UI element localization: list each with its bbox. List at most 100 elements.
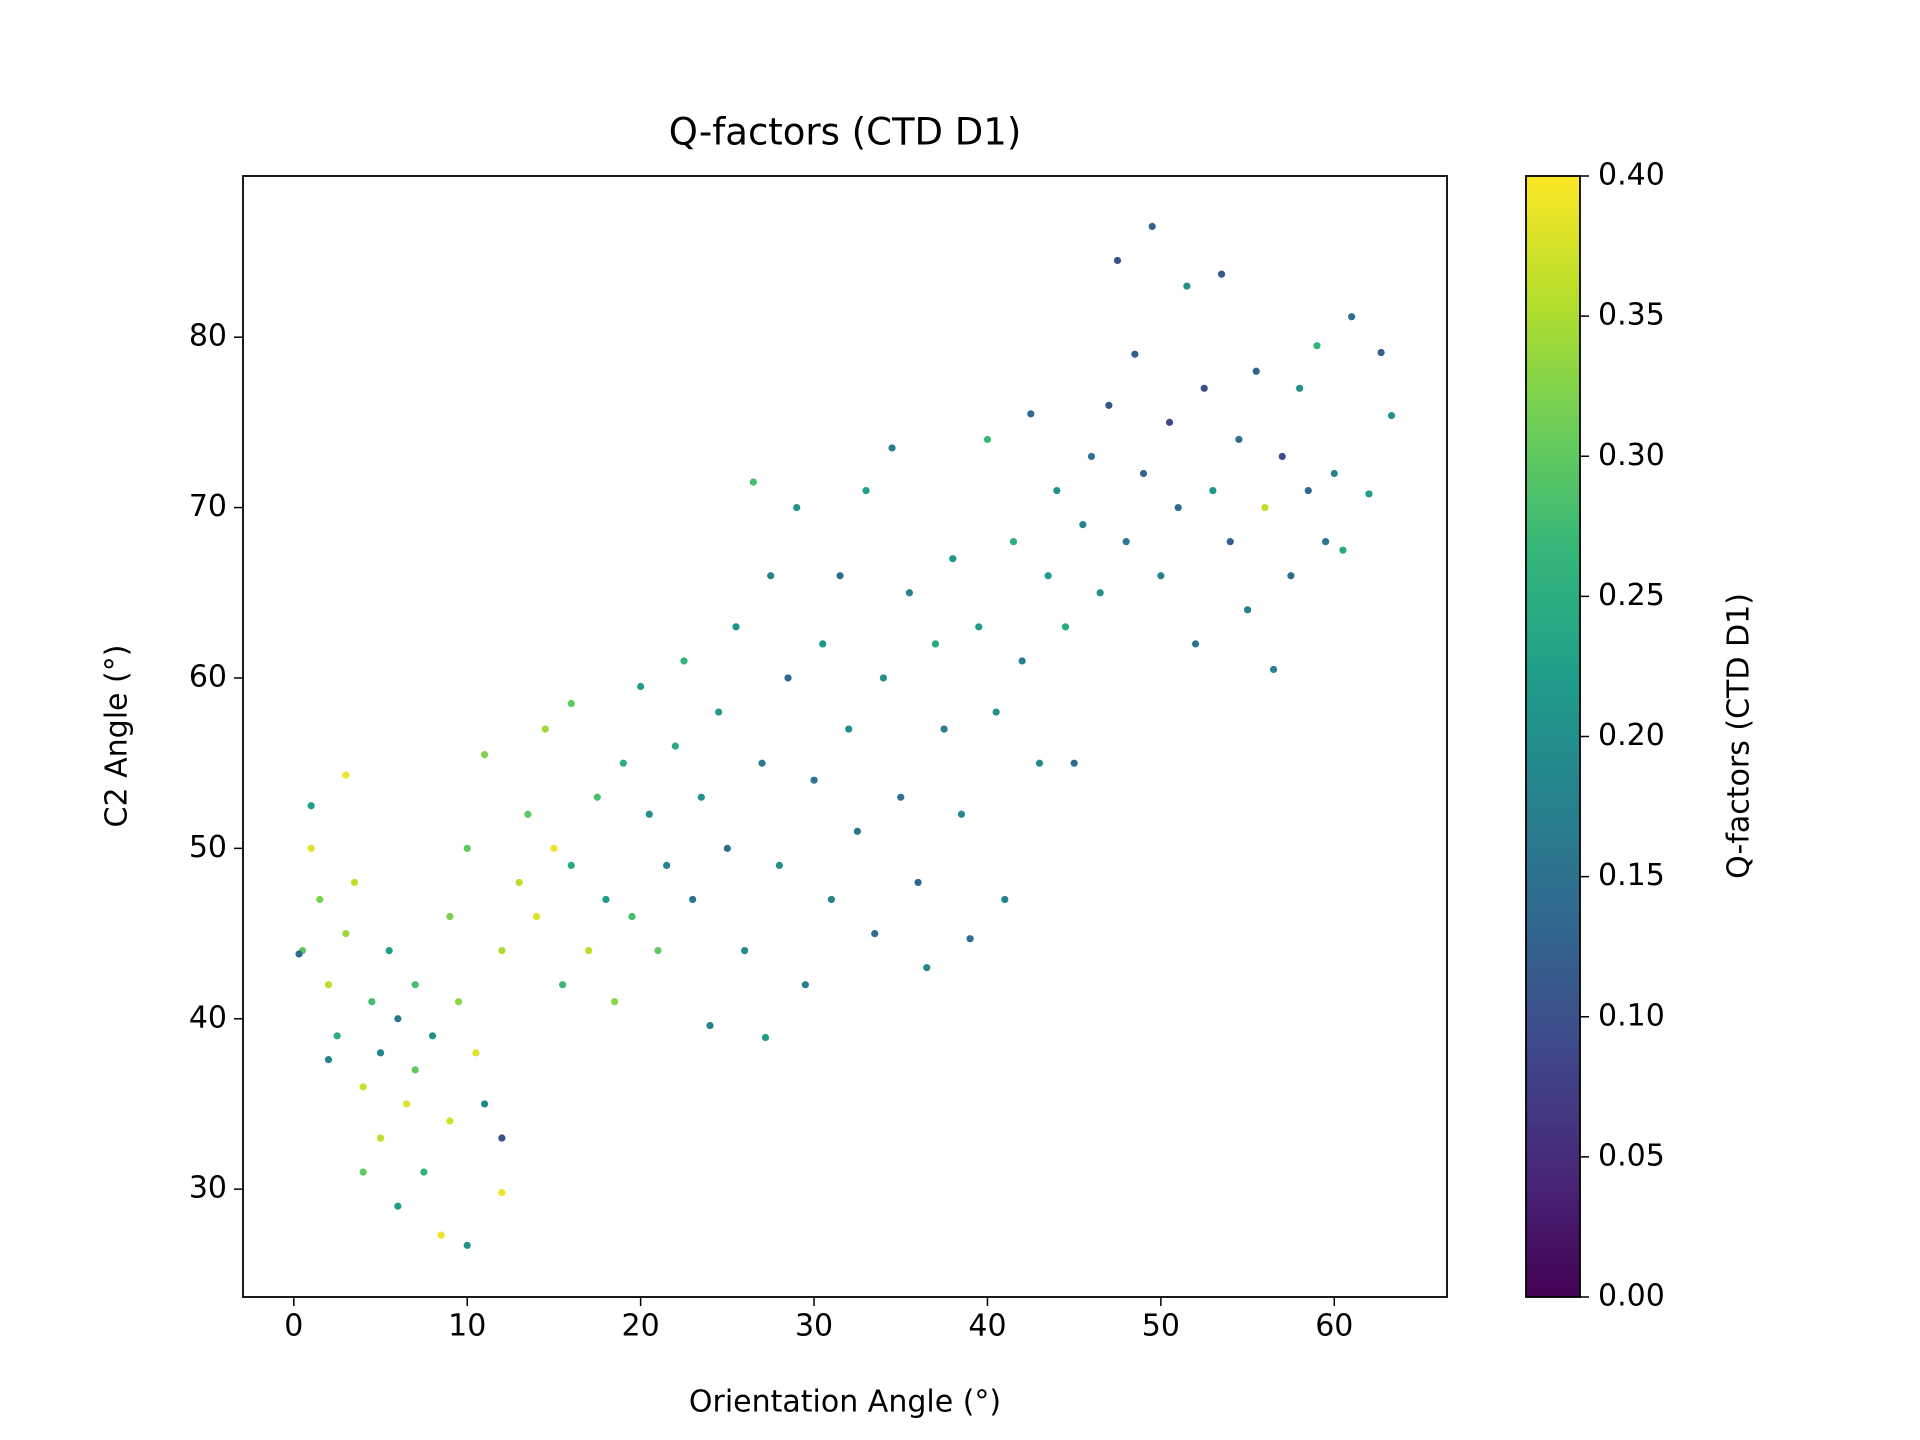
scatter-point [758, 759, 766, 767]
scatter-point [1269, 665, 1278, 674]
x-tick-label: 20 [622, 1309, 660, 1344]
scatter-point [723, 844, 731, 852]
scatter-point [784, 674, 792, 682]
y-tick-label: 60 [189, 659, 227, 694]
scatter-point [1027, 410, 1035, 418]
colorbar-tick-label: 0.35 [1598, 298, 1665, 333]
scatter-point [463, 1241, 471, 1249]
scatter-point [446, 912, 454, 921]
scatter-point [654, 946, 662, 955]
scatter-point [1278, 452, 1286, 461]
colorbar [1525, 175, 1581, 1298]
scatter-point [793, 503, 801, 512]
y-tick-label: 70 [189, 489, 227, 524]
scatter-point [619, 759, 627, 767]
scatter-point [983, 435, 992, 444]
scatter-point [957, 810, 966, 818]
plot-frame [242, 175, 1448, 1298]
scatter-point [295, 950, 303, 958]
scatter-point [862, 486, 870, 495]
scatter-point [1148, 222, 1156, 231]
scatter-point [1079, 521, 1087, 529]
chart-title: Q-factors (CTD D1) [669, 111, 1022, 154]
scatter-point [827, 895, 835, 904]
scatter-point [845, 725, 853, 733]
scatter-point [741, 946, 749, 955]
scatter-point [316, 895, 324, 904]
y-tick-label: 30 [189, 1171, 227, 1206]
scatter-point [324, 981, 333, 989]
scatter-point [1235, 435, 1243, 444]
scatter-point [376, 1134, 385, 1142]
scatter-point [585, 946, 593, 955]
colorbar-tick-label: 0.30 [1598, 438, 1665, 473]
scatter-point [810, 776, 818, 784]
scatter-point [1018, 657, 1026, 665]
scatter-point [437, 1231, 445, 1239]
scatter-point [411, 1066, 419, 1074]
scatter-point [1217, 270, 1226, 278]
scatter-point [1113, 256, 1122, 265]
x-tick-label: 10 [448, 1309, 486, 1344]
scatter-point [1365, 490, 1373, 498]
scatter-point [992, 708, 1000, 716]
scatter-point [368, 998, 376, 1006]
scatter-point [1157, 572, 1165, 580]
scatter-point [376, 1049, 385, 1057]
scatter-point [1165, 418, 1174, 426]
colorbar-tick-label: 0.00 [1598, 1279, 1665, 1314]
scatter-point [411, 981, 419, 989]
scatter-point [1131, 350, 1139, 358]
scatter-point [593, 793, 601, 801]
scatter-point [1191, 640, 1200, 648]
scatter-point [394, 1202, 402, 1210]
scatter-point [1096, 589, 1104, 597]
scatter-point [1122, 538, 1130, 546]
scatter-point [1061, 623, 1070, 631]
scatter-point [671, 742, 679, 750]
scatter-point [1183, 282, 1191, 290]
scatter-point [1330, 469, 1338, 478]
scatter-point [454, 998, 463, 1006]
scatter-point [1001, 895, 1009, 904]
scatter-point [689, 895, 697, 904]
scatter-point [914, 878, 922, 887]
colorbar-tick-label: 0.40 [1598, 158, 1665, 193]
scatter-point [663, 861, 671, 870]
scatter-point [359, 1083, 367, 1091]
colorbar-tick-label: 0.05 [1598, 1138, 1665, 1173]
scatter-point [602, 895, 610, 904]
scatter-point [394, 1015, 402, 1023]
scatter-point [940, 725, 948, 733]
scatter-point [871, 929, 879, 938]
scatter-point [923, 964, 931, 972]
y-tick-label: 50 [189, 830, 227, 865]
scatter-point [732, 623, 740, 631]
scatter-point [1304, 486, 1312, 495]
scatter-point [1348, 313, 1356, 321]
scatter-point [558, 981, 567, 989]
colorbar-tick-label: 0.15 [1598, 858, 1665, 893]
scatter-point [801, 981, 809, 989]
scatter-point [567, 861, 575, 870]
scatter-point [775, 861, 783, 870]
scatter-point [342, 929, 350, 938]
scatter-point [307, 802, 315, 810]
scatter-point [324, 1056, 333, 1064]
scatter-point [879, 674, 888, 682]
scatter-point [749, 478, 757, 486]
x-tick-label: 0 [284, 1309, 303, 1344]
x-tick-label: 30 [795, 1309, 833, 1344]
colorbar-tick-label: 0.20 [1598, 718, 1665, 753]
scatter-point [767, 572, 775, 580]
scatter-point [385, 946, 393, 955]
scatter-point [550, 844, 558, 852]
scatter-point [1339, 546, 1347, 554]
scatter-point [1243, 606, 1252, 614]
scatter-point [1053, 486, 1061, 495]
scatter-point [480, 751, 489, 759]
y-tick-label: 80 [189, 319, 227, 354]
scatter-point [333, 1032, 341, 1040]
